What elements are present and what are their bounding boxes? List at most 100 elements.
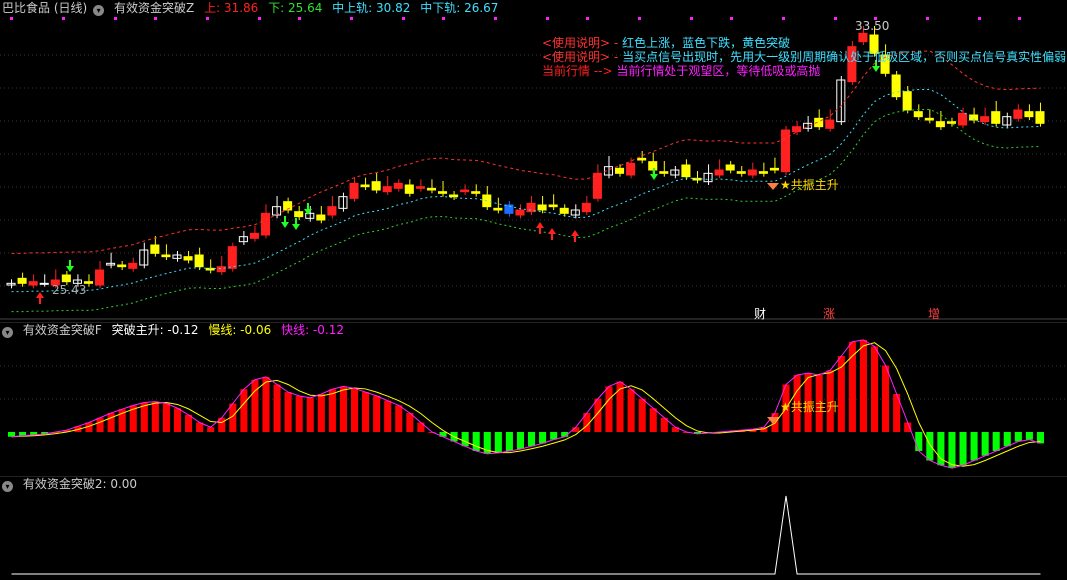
histogram-bar [439,432,447,437]
candle-body [946,121,956,124]
candle-body [72,279,82,284]
buy-arrow-icon [571,230,579,242]
candle-body [316,214,326,221]
indicator-name[interactable]: 有效资金突破Z [114,1,195,15]
middle-band-line [11,88,1041,293]
histogram-bar [339,386,347,432]
histogram-bar [1014,432,1022,442]
buy-arrow-icon [36,292,44,304]
sell-arrow-icon [304,203,312,215]
histogram-bar [848,341,856,432]
candlestick-chart[interactable] [0,0,1067,320]
slow-line [11,342,1041,467]
candle-body [780,129,791,173]
histogram-bar [882,365,890,432]
candle-body [957,112,968,126]
candle-body [139,249,149,266]
candle-body [504,204,514,214]
candle-body [725,164,735,171]
histogram-bar [550,432,558,440]
usage-note-2: <使用说明> - 当买点信号出现时，先用大一级别周期确认处于低吸区域，否则买点信… [542,50,1067,64]
lower-value: 下: 25.64 [268,1,323,15]
candle-body [1013,109,1023,119]
signal-dot [350,17,353,20]
candle-body [95,269,105,286]
chevron-down-icon[interactable]: ▾ [2,327,13,338]
candle-body [249,232,259,239]
histogram-bar [129,405,137,432]
marker-cai: 财 [754,307,767,321]
candle-body [426,187,436,191]
sell-arrow-icon [292,218,300,230]
histogram-bar [826,370,834,432]
current-market-note: 当前行情 --> 当前行情处于观望区，等待低吸或高抛 [542,64,821,78]
signal-dot [690,17,693,20]
signal-dot [494,17,497,20]
stock-title: 巴比食品 (日线) [2,1,88,15]
mid-upper-value: 中上轨: 30.82 [332,1,411,15]
candle-body [404,184,414,194]
signal-chart[interactable] [0,476,1067,580]
candle-body [294,211,304,218]
candle-body [260,212,271,236]
candle-body [814,117,824,128]
mid-lower-value: 中下轨: 26.67 [420,1,499,15]
histogram-chart[interactable] [0,322,1067,474]
signal-dot [926,17,929,20]
main-value: 突破主升: -0.12 [111,323,199,337]
histogram-bar [992,432,1000,451]
panel2-header: ▾ 有效资金突破F 突破主升: -0.12 慢线: -0.06 快线: -0.1… [2,322,350,338]
candle-body [825,119,835,129]
signal-dot [258,17,261,20]
panel2-indicator[interactable]: 有效资金突破F [22,323,102,337]
signal-dot [442,17,445,20]
histogram-bar [760,427,768,432]
candle-body [194,254,204,268]
resonance-label: ★共振主升 [780,178,839,192]
histogram-bar [915,432,923,451]
candle-body [382,186,392,193]
histogram-bar [140,402,148,432]
candle-body [570,209,580,216]
histogram-bar [262,376,270,432]
panel3-indicator[interactable]: 有效资金突破2 [22,477,103,491]
signal-dot [10,17,13,20]
candle-body [338,196,348,209]
high-price-label: 33.50 [855,19,890,33]
candle-body [327,206,337,216]
candle-body [1024,111,1034,118]
low-price-label: 25.43 [52,283,87,297]
histogram-bar [328,389,336,432]
signal-dot [638,17,641,20]
candle-body [305,212,315,219]
candle-body [581,202,591,213]
histogram-bar [837,356,845,432]
histogram-bar [85,422,93,432]
histogram-bar [804,373,812,432]
histogram-bar [151,401,159,432]
histogram-bar [693,432,702,434]
histogram-bar [218,417,226,432]
signal-dot [62,17,65,20]
histogram-bar [30,432,38,435]
candle-body [437,191,448,194]
signal-dot [586,17,589,20]
candle-body [924,117,934,121]
candle-body [592,172,602,199]
histogram-bar [373,395,381,432]
histogram-bar [1036,432,1044,444]
histogram-bar [970,432,978,461]
signal-dot [874,17,877,20]
candle-body [415,186,425,189]
candle-body [869,34,879,54]
histogram-bar [959,432,967,466]
slow-value: 慢线: -0.06 [208,323,272,337]
chevron-down-icon[interactable]: ▾ [2,481,13,492]
sell-arrow-icon [66,260,74,272]
histogram-bar [317,394,325,432]
chevron-down-icon[interactable]: ▾ [93,5,105,16]
histogram-bar [793,375,801,432]
histogram-bar [362,392,370,432]
candle-body [17,277,27,284]
sell-arrow-icon [872,60,880,72]
